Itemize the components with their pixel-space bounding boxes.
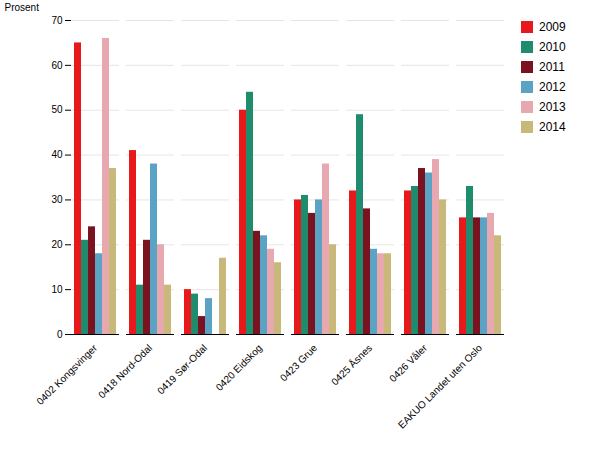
svg-text:0: 0 [57, 329, 63, 340]
html-text:2011: 2011 [539, 60, 565, 74]
html-text:2012: 2012 [539, 80, 566, 94]
svg-text:50: 50 [51, 104, 63, 115]
svg-text:0426 Våler: 0426 Våler [387, 342, 429, 384]
svg-text:0419 Sør-Odal: 0419 Sør-Odal [155, 342, 209, 396]
svg-text:0418 Nord-Odal: 0418 Nord-Odal [96, 342, 154, 400]
svg-text:40: 40 [51, 149, 63, 160]
svg-text:30: 30 [51, 194, 63, 205]
html-text:2009: 2009 [539, 20, 566, 34]
svg-text:60: 60 [51, 60, 63, 71]
svg-text:Prosent: Prosent [5, 2, 40, 13]
svg-text:10: 10 [51, 284, 63, 295]
svg-text:0420 Eidskog: 0420 Eidskog [214, 342, 265, 393]
svg-text:70: 70 [51, 15, 63, 26]
html-text:2010: 2010 [539, 40, 566, 54]
svg-text:20: 20 [51, 239, 63, 250]
svg-text:EAKUO Landet uten Oslo: EAKUO Landet uten Oslo [396, 342, 485, 431]
svg-text:0425 Åsnes: 0425 Åsnes [328, 342, 374, 388]
html-text:2014: 2014 [539, 120, 566, 134]
svg-text:0402 Kongsvinger: 0402 Kongsvinger [34, 342, 99, 407]
html-text:2013: 2013 [539, 100, 566, 114]
svg-text:0423 Grue: 0423 Grue [278, 342, 320, 384]
